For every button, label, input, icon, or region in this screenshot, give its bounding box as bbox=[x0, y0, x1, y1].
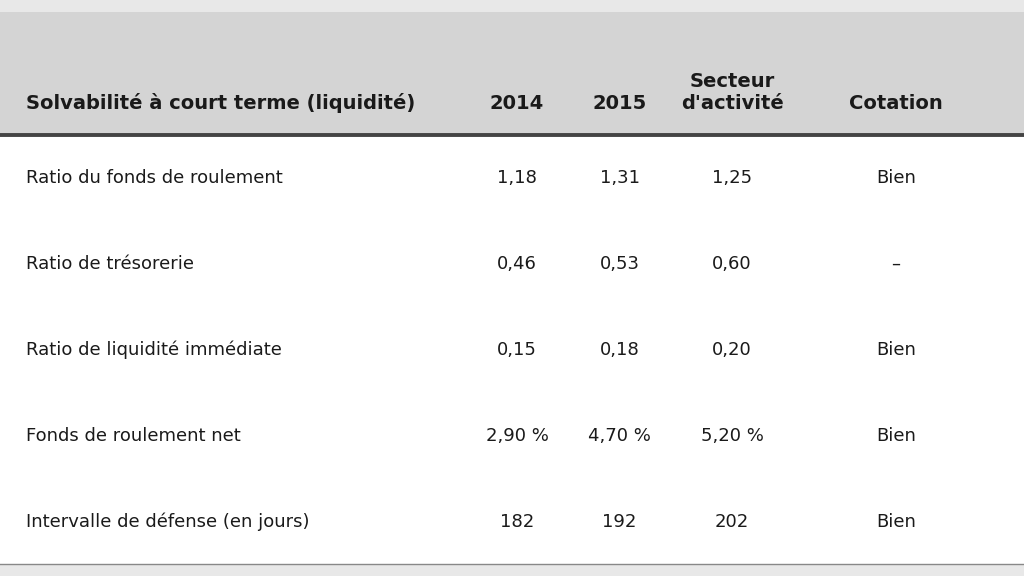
Bar bbox=[0, 135, 1024, 564]
Text: 1,31: 1,31 bbox=[599, 169, 640, 187]
Text: Bien: Bien bbox=[877, 341, 915, 359]
Text: 0,60: 0,60 bbox=[713, 255, 752, 273]
Text: Secteur
d'activité: Secteur d'activité bbox=[681, 73, 783, 113]
Text: 192: 192 bbox=[602, 513, 637, 530]
Text: 1,25: 1,25 bbox=[712, 169, 753, 187]
Text: Ratio de trésorerie: Ratio de trésorerie bbox=[26, 255, 194, 273]
Text: 0,46: 0,46 bbox=[498, 255, 537, 273]
Text: 0,15: 0,15 bbox=[498, 341, 537, 359]
Text: Bien: Bien bbox=[877, 513, 915, 530]
Text: 182: 182 bbox=[500, 513, 535, 530]
Text: 0,20: 0,20 bbox=[713, 341, 752, 359]
Text: Cotation: Cotation bbox=[849, 94, 943, 113]
Text: 0,18: 0,18 bbox=[600, 341, 639, 359]
Text: 0,53: 0,53 bbox=[599, 255, 640, 273]
Text: 4,70 %: 4,70 % bbox=[588, 427, 651, 445]
Text: 1,18: 1,18 bbox=[498, 169, 537, 187]
Text: Ratio de liquidité immédiate: Ratio de liquidité immédiate bbox=[26, 340, 282, 359]
Text: 2015: 2015 bbox=[593, 94, 646, 113]
Text: Solvabilité à court terme (liquidité): Solvabilité à court terme (liquidité) bbox=[26, 93, 415, 113]
Text: 5,20 %: 5,20 % bbox=[700, 427, 764, 445]
Text: Bien: Bien bbox=[877, 427, 915, 445]
Text: Ratio du fonds de roulement: Ratio du fonds de roulement bbox=[26, 169, 283, 187]
Text: Fonds de roulement net: Fonds de roulement net bbox=[26, 427, 241, 445]
Text: Intervalle de défense (en jours): Intervalle de défense (en jours) bbox=[26, 512, 309, 531]
Text: 2014: 2014 bbox=[490, 94, 544, 113]
Text: 2,90 %: 2,90 % bbox=[485, 427, 549, 445]
Text: –: – bbox=[892, 255, 900, 273]
Text: 202: 202 bbox=[715, 513, 750, 530]
Text: Bien: Bien bbox=[877, 169, 915, 187]
Bar bbox=[0, 12, 1024, 135]
